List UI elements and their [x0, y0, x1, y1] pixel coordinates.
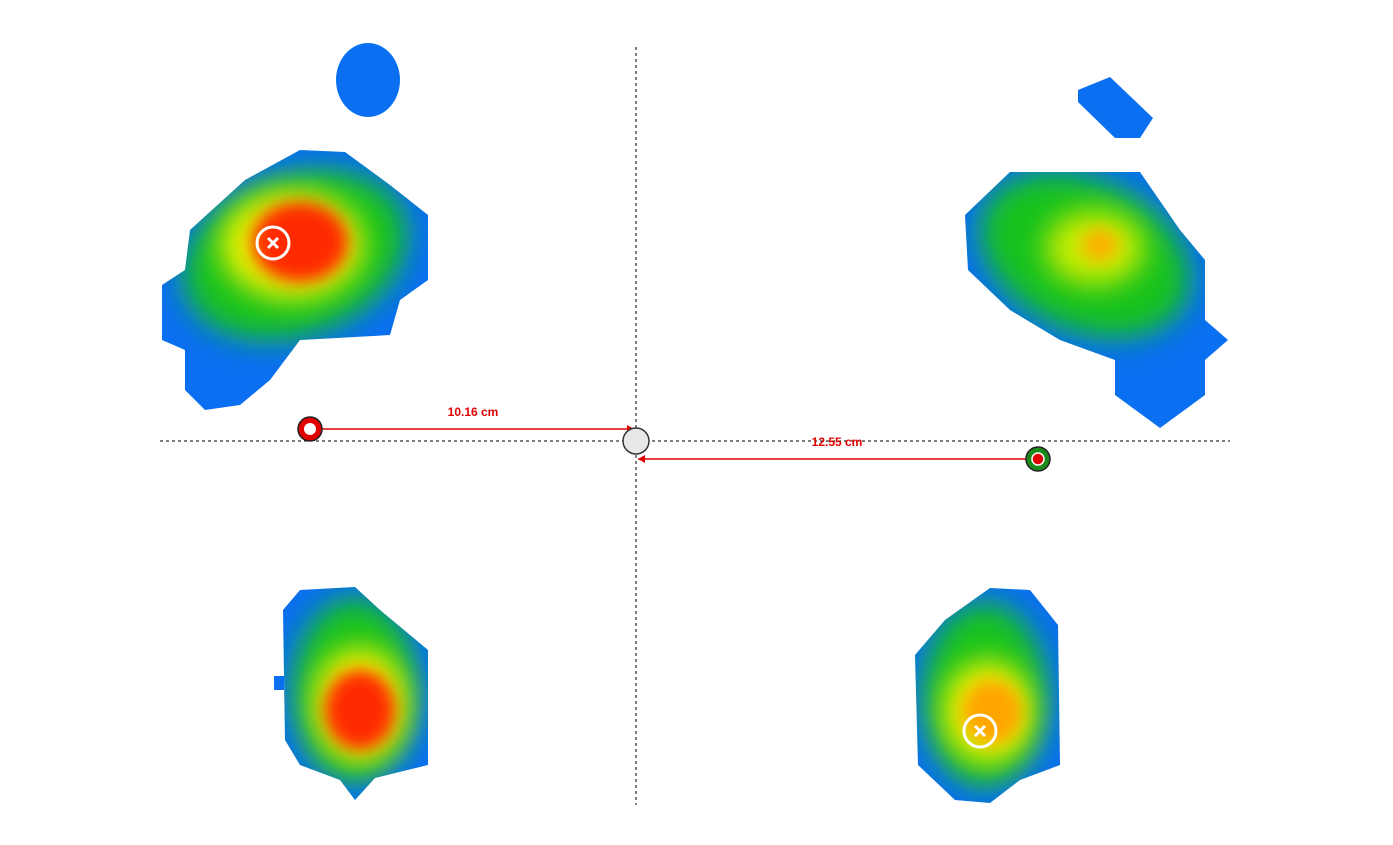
heat-blob [274, 676, 284, 690]
heat-blob [965, 172, 1228, 428]
heat-blob [915, 588, 1060, 803]
arrow-head [638, 455, 645, 463]
marker-dot [1031, 452, 1045, 466]
measure-label: 10.16 cm [448, 405, 499, 419]
center-cross [266, 236, 280, 250]
heat-blob [1078, 77, 1153, 138]
center-markers [255, 225, 998, 749]
measure-left: 10.16 cm [297, 405, 634, 442]
measure-label: 12.55 cm [812, 435, 863, 449]
heat-blob [283, 587, 428, 800]
center-of-pressure [255, 225, 291, 261]
center-of-pressure [962, 713, 998, 749]
marker-dot [304, 423, 316, 435]
axes [160, 47, 1230, 805]
heat-blob [336, 43, 400, 117]
origin-marker[interactable] [622, 427, 650, 455]
measure-right: 12.55 cm [638, 435, 1051, 472]
center-cross [973, 724, 987, 738]
heat-blob [162, 150, 428, 410]
